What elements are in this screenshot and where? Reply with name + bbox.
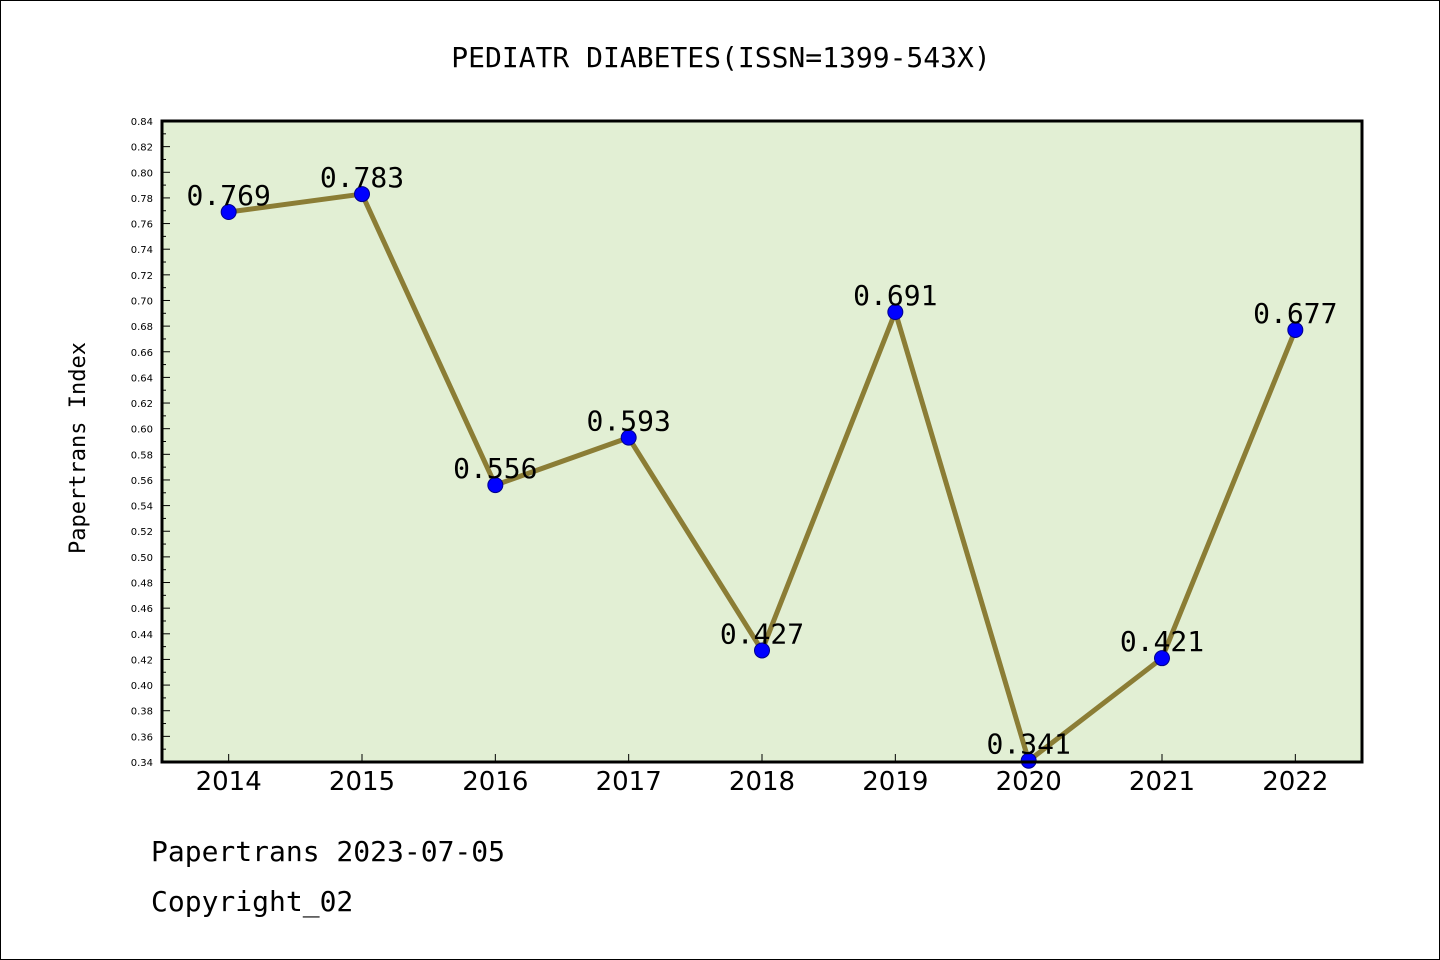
- y-axis: 0.34 0.36 0.38 0.40 0.42 0.44 0.46 0.48 0.50 0.52…: [131, 117, 170, 769]
- footer-copyright: Copyright_02: [151, 885, 354, 918]
- data-point: [220, 204, 237, 221]
- y-tick-label: 0.76: [131, 220, 153, 231]
- y-tick-label: 0.72: [131, 271, 153, 282]
- y-tick-label: 0.64: [131, 373, 153, 384]
- y-tick-label: 0.36: [131, 732, 153, 743]
- x-axis: 2014 2015 2016 2017 2018 2019 2020 2021 2022: [196, 754, 1328, 797]
- y-tick-label: 0.62: [131, 399, 153, 410]
- data-point: [487, 477, 504, 494]
- x-tick-label: 2015: [329, 767, 395, 797]
- y-tick-label: 0.60: [131, 425, 153, 436]
- y-tick-label: 0.38: [131, 707, 153, 718]
- y-tick-label: 0.34: [131, 758, 153, 769]
- footer-date: Papertrans 2023-07-05: [151, 835, 506, 868]
- data-label: 0.677: [1253, 297, 1337, 330]
- data-point: [620, 429, 637, 446]
- y-tick-label: 0.80: [131, 168, 153, 179]
- data-point: [754, 642, 770, 659]
- data-label: 0.341: [987, 728, 1071, 761]
- y-tick-label: 0.42: [131, 655, 153, 666]
- data-label: 0.593: [587, 405, 671, 438]
- plot-border: [160, 119, 1364, 764]
- y-tick-label: 0.70: [131, 296, 153, 307]
- y-tick-label: 0.74: [131, 245, 153, 256]
- data-point: [1154, 650, 1170, 667]
- data-label: 0.783: [320, 161, 404, 194]
- data-labels: 0.769 0.783 0.556 0.593 0.427 0.691 0.341 0.421…: [187, 161, 1338, 761]
- data-point: [1287, 321, 1304, 338]
- data-label: 0.421: [1120, 625, 1204, 658]
- y-tick-label: 0.78: [131, 194, 153, 205]
- x-tick-label: 2022: [1262, 767, 1328, 797]
- data-label: 0.427: [720, 617, 804, 650]
- y-tick-label: 0.56: [131, 476, 153, 487]
- y-axis-title: Papertrans Index: [66, 342, 91, 554]
- x-tick-label: 2014: [196, 767, 262, 797]
- x-tick-label: 2021: [1129, 767, 1195, 797]
- x-tick-label: 2020: [996, 767, 1062, 797]
- y-tick-label: 0.40: [131, 681, 153, 692]
- x-tick-label: 2018: [729, 767, 795, 797]
- y-tick-label: 0.82: [131, 143, 153, 154]
- x-tick-label: 2016: [462, 767, 528, 797]
- x-tick-label: 2017: [596, 767, 662, 797]
- data-label: 0.691: [853, 279, 937, 312]
- x-tick-label: 2019: [862, 767, 928, 797]
- plot-area: [162, 121, 1362, 762]
- series-layer: [220, 186, 1304, 769]
- data-point: [887, 304, 904, 321]
- y-tick-label: 0.68: [131, 322, 153, 333]
- y-tick-label: 0.58: [131, 450, 153, 461]
- y-tick-label: 0.52: [131, 527, 153, 538]
- y-tick-label: 0.48: [131, 579, 153, 590]
- data-label: 0.556: [453, 452, 537, 485]
- y-tick-label: 0.84: [131, 117, 153, 128]
- y-tick-label: 0.44: [131, 630, 153, 641]
- chart-title: PEDIATR DIABETES(ISSN=1399-543X): [451, 41, 990, 74]
- y-tick-label: 0.46: [131, 604, 153, 615]
- y-tick-label: 0.50: [131, 553, 153, 564]
- data-label: 0.769: [187, 179, 271, 212]
- y-tick-label: 0.54: [131, 502, 153, 513]
- y-tick-label: 0.66: [131, 348, 153, 359]
- data-point: [354, 186, 370, 203]
